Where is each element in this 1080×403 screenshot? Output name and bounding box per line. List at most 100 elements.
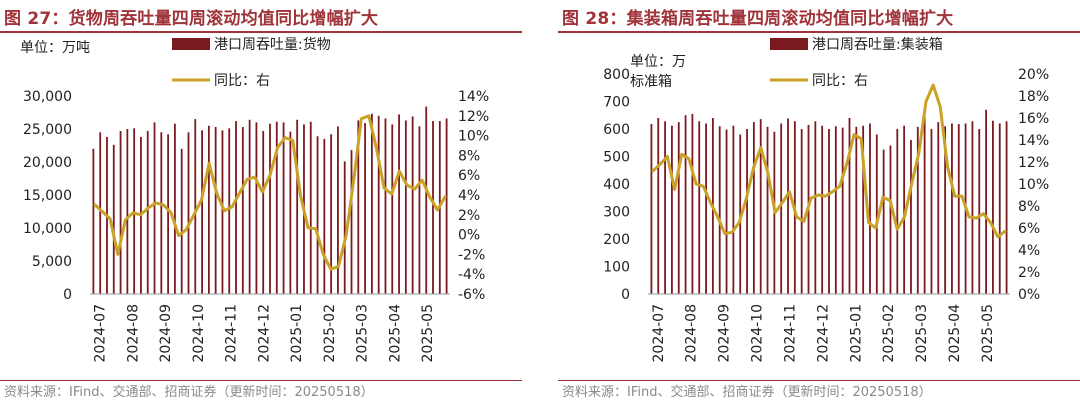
x-tick-label: 2024-09	[158, 304, 174, 363]
chart-plot-container: 0 100 200 300 400 500 600 700 800 0% 2% 4% 6% 8% 10% 12…	[603, 36, 1049, 363]
y-right-tick-label: -6%	[458, 287, 485, 303]
bar	[248, 119, 251, 294]
bar	[418, 126, 421, 294]
x-tick-label: 2024-07	[93, 304, 109, 363]
x-tick-label: 2025-01	[289, 304, 305, 363]
bar	[262, 130, 265, 294]
bar	[780, 123, 783, 294]
bar	[201, 130, 203, 294]
bar	[289, 131, 292, 294]
bar	[187, 132, 190, 294]
y-right-tick-label: 8%	[458, 148, 480, 164]
x-tick-label: 2025-03	[355, 304, 371, 363]
y-left-tick-label: 200	[603, 232, 630, 248]
bar	[126, 129, 129, 294]
y-right-tick-label: 16%	[1018, 111, 1049, 127]
y-right-tick-label: 6%	[458, 168, 480, 184]
bar	[92, 148, 95, 294]
bar	[384, 118, 387, 294]
y-right-tick-label: 2%	[1018, 265, 1040, 281]
x-tick-label: 2024-08	[126, 304, 142, 363]
bar	[800, 129, 803, 294]
bar	[282, 122, 285, 295]
figure-title: 图 27：货物周吞吐量四周滚动均值同比增幅扩大	[4, 9, 379, 29]
y-left-tick-label: 800	[603, 67, 630, 83]
x-tick-label: 2025-04	[387, 304, 403, 363]
y-right-tick-label: 6%	[1018, 221, 1040, 237]
unit-label: 单位：万吨	[20, 40, 90, 56]
title-rule	[0, 31, 522, 33]
bar	[671, 125, 673, 294]
x-tick-label: 2024-09	[717, 304, 733, 363]
x-tick-label: 2024-11	[224, 304, 240, 363]
y-right-tick-label: 10%	[1018, 177, 1049, 193]
bar	[752, 122, 755, 295]
bar	[425, 106, 428, 294]
bar	[167, 134, 170, 294]
y-left-tick-label: 5,000	[32, 254, 72, 270]
x-tick-label: 2024-10	[191, 304, 207, 363]
legend-line-label: 同比：右	[812, 73, 868, 89]
unit-label: 单位：万	[630, 54, 686, 70]
legend-bar-swatch	[770, 38, 808, 50]
bar	[828, 129, 830, 294]
y-right-tick-label: 2%	[458, 208, 480, 224]
bar	[316, 136, 319, 294]
bar	[1005, 121, 1008, 294]
y-right-tick-label: 18%	[1018, 89, 1049, 105]
bar	[910, 140, 912, 294]
bar	[971, 121, 974, 294]
bar	[255, 122, 258, 295]
y-left-tick-label: 500	[603, 150, 630, 166]
bar	[978, 129, 981, 294]
bar	[944, 126, 947, 294]
y-right-tick-label: 4%	[1018, 243, 1040, 259]
y-left-tick-label: 700	[603, 95, 630, 111]
x-tick-label: 2024-12	[256, 304, 272, 363]
bar	[235, 121, 237, 294]
y-left-tick-label: 20,000	[23, 155, 72, 171]
chart-panel-left: 图 27：货物周吞吐量四周滚动均值同比增幅扩大 0 5,000 10,000 15,0…	[0, 0, 522, 403]
bar	[275, 121, 278, 295]
bar	[309, 121, 312, 295]
bar	[841, 127, 844, 295]
x-tick-label: 2024-12	[815, 304, 831, 363]
bar	[228, 128, 231, 294]
bar	[705, 123, 707, 294]
title-rule	[558, 31, 1080, 33]
bar	[916, 126, 919, 294]
y-right-tick-label: 8%	[1018, 199, 1040, 215]
bar	[848, 118, 851, 294]
bar	[957, 124, 960, 294]
bar	[951, 123, 953, 294]
bar	[269, 123, 271, 294]
bar	[985, 109, 987, 294]
y-left-tick-label: 15,000	[23, 188, 72, 204]
bar	[862, 125, 865, 294]
source-note: 资料来源：IFind、交通部、招商证券（更新时间：20250518）	[562, 385, 932, 400]
bar	[377, 115, 380, 294]
x-tick-label: 2024-11	[782, 304, 798, 363]
bottom-rule	[558, 380, 1080, 381]
bar	[194, 119, 197, 294]
bar	[889, 145, 892, 294]
bar	[766, 126, 769, 294]
y-left-tick-label: 400	[603, 177, 630, 193]
bar	[343, 161, 346, 294]
y-left-tick-label: 25,000	[23, 122, 72, 138]
bar	[364, 123, 366, 294]
bottom-rule	[0, 380, 522, 381]
bar	[664, 121, 666, 294]
x-tick-label: 2024-07	[651, 304, 667, 363]
bar	[930, 129, 933, 294]
bar	[725, 129, 728, 294]
yoy-line-series	[651, 83, 1007, 239]
bar	[214, 127, 217, 295]
y-left-tick-label: 300	[603, 205, 630, 221]
bar	[657, 118, 660, 294]
bar	[112, 144, 115, 294]
bar	[998, 123, 1001, 294]
bar	[432, 121, 434, 294]
y-right-tick-label: 10%	[458, 129, 489, 145]
bar	[821, 125, 824, 294]
